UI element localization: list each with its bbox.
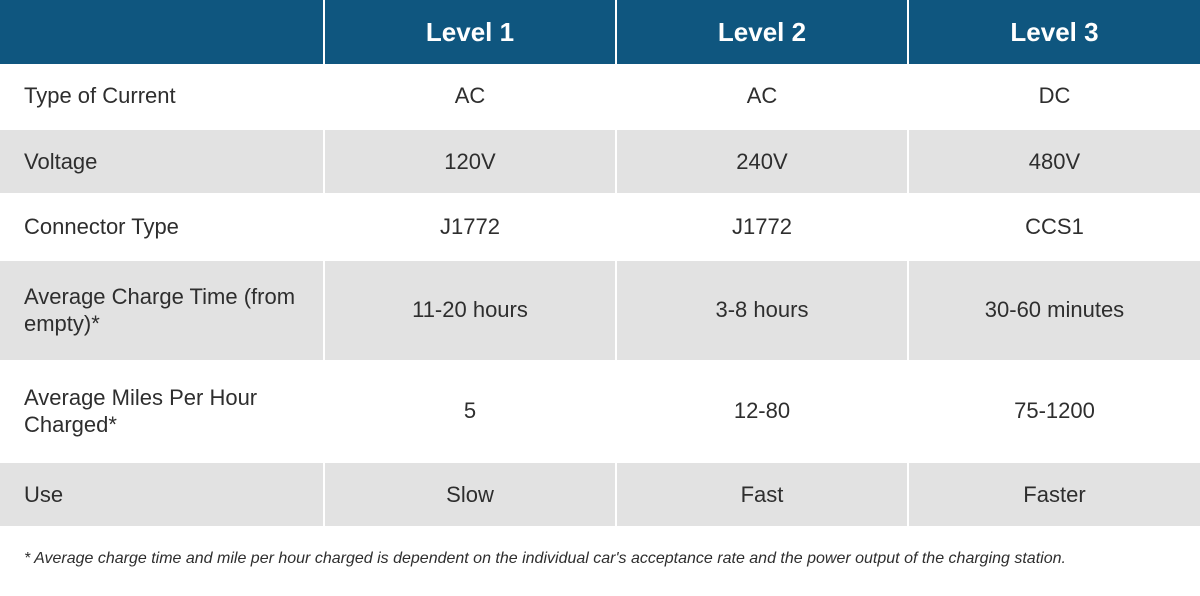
table-cell: J1772 [324,194,616,260]
table-cell: 120V [324,129,616,195]
table-row-label: Voltage [0,129,324,195]
table-header-blank [0,0,324,64]
table-cell: DC [908,64,1200,129]
table-row-label: Average Charge Time (from empty)* [0,260,324,361]
table-cell: 240V [616,129,908,195]
table-cell: AC [616,64,908,129]
table-cell: CCS1 [908,194,1200,260]
table-cell: Faster [908,462,1200,528]
table-header-level3: Level 3 [908,0,1200,64]
ev-charging-table: Level 1 Level 2 Level 3 Type of CurrentA… [0,0,1200,528]
table-row-label: Type of Current [0,64,324,129]
table-cell: 3-8 hours [616,260,908,361]
table-cell: AC [324,64,616,129]
table-row-label: Connector Type [0,194,324,260]
table-cell: 75-1200 [908,361,1200,462]
table-cell: J1772 [616,194,908,260]
table-header-level2: Level 2 [616,0,908,64]
table-cell: Slow [324,462,616,528]
table-row: Voltage120V240V480V [0,129,1200,195]
table-row: Average Charge Time (from empty)*11-20 h… [0,260,1200,361]
table-row: UseSlowFastFaster [0,462,1200,528]
table-header-level1: Level 1 [324,0,616,64]
table-cell: 30-60 minutes [908,260,1200,361]
table-cell: 5 [324,361,616,462]
table-cell: Fast [616,462,908,528]
table-footnote: * Average charge time and mile per hour … [0,528,1200,596]
table-row-label: Use [0,462,324,528]
table-row: Type of CurrentACACDC [0,64,1200,129]
table-row: Average Miles Per Hour Charged*512-8075-… [0,361,1200,462]
table-body: Type of CurrentACACDCVoltage120V240V480V… [0,64,1200,527]
table-cell: 11-20 hours [324,260,616,361]
table-row-label: Average Miles Per Hour Charged* [0,361,324,462]
table-row: Connector TypeJ1772J1772CCS1 [0,194,1200,260]
table-header-row: Level 1 Level 2 Level 3 [0,0,1200,64]
ev-charging-table-container: Level 1 Level 2 Level 3 Type of CurrentA… [0,0,1200,596]
table-cell: 480V [908,129,1200,195]
table-cell: 12-80 [616,361,908,462]
